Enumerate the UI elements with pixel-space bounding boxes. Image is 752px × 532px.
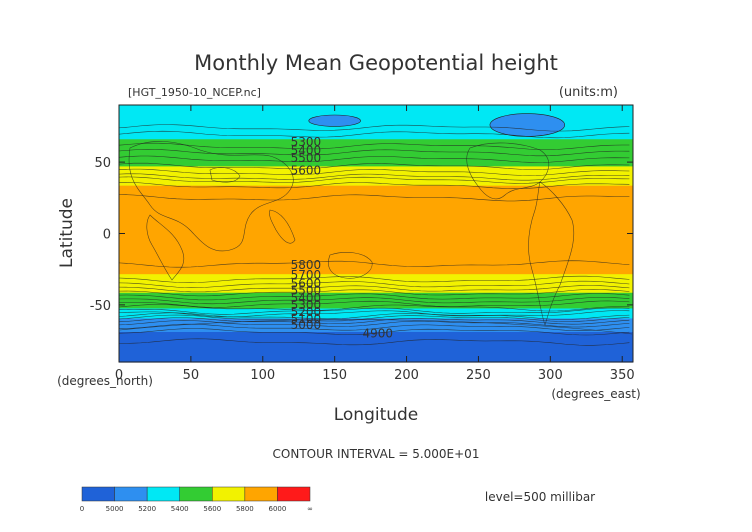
plot-area: 5300540055005600580057005600550054005300… bbox=[118, 104, 634, 363]
contour-line bbox=[118, 194, 630, 202]
contour-line bbox=[118, 173, 630, 181]
contour-line bbox=[118, 142, 630, 150]
x-tick-label: 100 bbox=[250, 368, 275, 383]
colorbar-swatch bbox=[244, 486, 278, 502]
contour-label: 5700 bbox=[291, 268, 322, 282]
y-tick-label: 50 bbox=[94, 156, 111, 171]
colorbar-label: 5200 bbox=[138, 505, 156, 513]
colorbar-swatch bbox=[179, 486, 213, 502]
y-axis-label: Latitude bbox=[57, 198, 77, 268]
contour-line bbox=[118, 176, 630, 184]
contour-line bbox=[118, 280, 630, 288]
contour-line bbox=[118, 155, 630, 163]
contour-line bbox=[118, 323, 630, 331]
contour-line bbox=[118, 300, 630, 308]
contour-label: 5000 bbox=[291, 318, 322, 332]
contour-line bbox=[118, 168, 630, 176]
contour-line bbox=[118, 285, 630, 293]
contour-line bbox=[118, 124, 630, 132]
y-tick-label: 0 bbox=[103, 228, 111, 243]
contour-line bbox=[118, 293, 630, 301]
colorbar-swatch bbox=[212, 486, 246, 502]
contour-label: 5300 bbox=[291, 298, 322, 312]
y-tick-label: -50 bbox=[90, 299, 111, 314]
colorbar-label: 0 bbox=[80, 505, 84, 513]
colorbar-label: 5400 bbox=[171, 505, 189, 513]
colorbar-label: 5800 bbox=[236, 505, 254, 513]
contour-line bbox=[119, 182, 630, 189]
contour-label: 5600 bbox=[291, 276, 322, 290]
blob bbox=[489, 113, 566, 137]
contour-interval-text: CONTOUR INTERVAL = 5.000E+01 bbox=[273, 447, 480, 461]
x-tick-label: 0 bbox=[115, 368, 123, 383]
contour-label: 5800 bbox=[291, 258, 322, 272]
colorbar: 0 5000 5200 5400 5600 5800 6000 ∞ bbox=[80, 486, 313, 513]
x-tick-label: 50 bbox=[183, 368, 200, 383]
colorbar-label: ∞ bbox=[307, 505, 313, 513]
x-tick-label: 350 bbox=[610, 368, 635, 383]
contour-line bbox=[118, 338, 630, 346]
contour-line bbox=[118, 320, 630, 328]
contour-label: 5300 bbox=[291, 135, 322, 149]
band bbox=[119, 292, 633, 310]
contour-line bbox=[118, 312, 630, 320]
units-label: (units:m) bbox=[559, 85, 618, 100]
contour-line bbox=[118, 314, 630, 322]
contour-label: 4900 bbox=[363, 326, 394, 340]
contour-line bbox=[118, 149, 630, 157]
colorbar-swatch bbox=[146, 486, 180, 502]
colorbar-label: 5600 bbox=[203, 505, 221, 513]
x-tick-label: 200 bbox=[394, 368, 419, 383]
contour-label: 5400 bbox=[291, 144, 322, 158]
contour-line bbox=[118, 275, 630, 283]
file-label: [HGT_1950-10_NCEP.nc] bbox=[128, 86, 261, 99]
colorbar-label: 6000 bbox=[269, 505, 287, 513]
contour-lines: 5300540055005600580057005600550054005300… bbox=[118, 124, 630, 346]
y-unit-label: (degrees_north) bbox=[57, 374, 153, 388]
contour-line bbox=[118, 130, 630, 139]
x-unit-label: (degrees_east) bbox=[551, 387, 640, 401]
x-tick-label: 300 bbox=[538, 368, 563, 383]
band bbox=[119, 318, 633, 333]
contour-label: 5500 bbox=[291, 151, 322, 165]
contour-line bbox=[118, 289, 630, 297]
contour-line bbox=[118, 328, 630, 336]
band bbox=[119, 185, 633, 275]
contour-label: 5600 bbox=[291, 164, 322, 178]
band bbox=[119, 139, 633, 167]
band bbox=[119, 308, 633, 320]
contour-line bbox=[118, 307, 630, 315]
contour-label: 5100 bbox=[291, 312, 322, 326]
contour-label: 5200 bbox=[291, 305, 322, 319]
contour-line bbox=[118, 297, 630, 305]
colorbar-swatch bbox=[277, 486, 311, 502]
colorbar-label: 5000 bbox=[106, 505, 124, 513]
blob bbox=[308, 114, 361, 127]
contour-label: 5500 bbox=[291, 284, 322, 298]
y-axis-ticks: 50 0 -50 bbox=[90, 156, 633, 314]
contour-line bbox=[118, 304, 630, 312]
contour-line bbox=[118, 162, 630, 170]
x-axis-ticks: 0 50 100 150 200 250 300 350 bbox=[115, 105, 635, 383]
contour-label: 5400 bbox=[291, 291, 322, 305]
chart-title: Monthly Mean Geopotential height bbox=[194, 51, 558, 75]
contour-line bbox=[118, 260, 630, 268]
x-axis-label: Longitude bbox=[334, 405, 419, 425]
band bbox=[119, 332, 633, 363]
contour-line bbox=[118, 310, 630, 318]
x-tick-label: 150 bbox=[322, 368, 347, 383]
colorbar-swatch bbox=[81, 486, 115, 502]
x-tick-label: 250 bbox=[466, 368, 491, 383]
level-text: level=500 millibar bbox=[485, 490, 595, 504]
colorbar-swatch bbox=[114, 486, 148, 502]
coastline-outlines bbox=[119, 141, 633, 335]
